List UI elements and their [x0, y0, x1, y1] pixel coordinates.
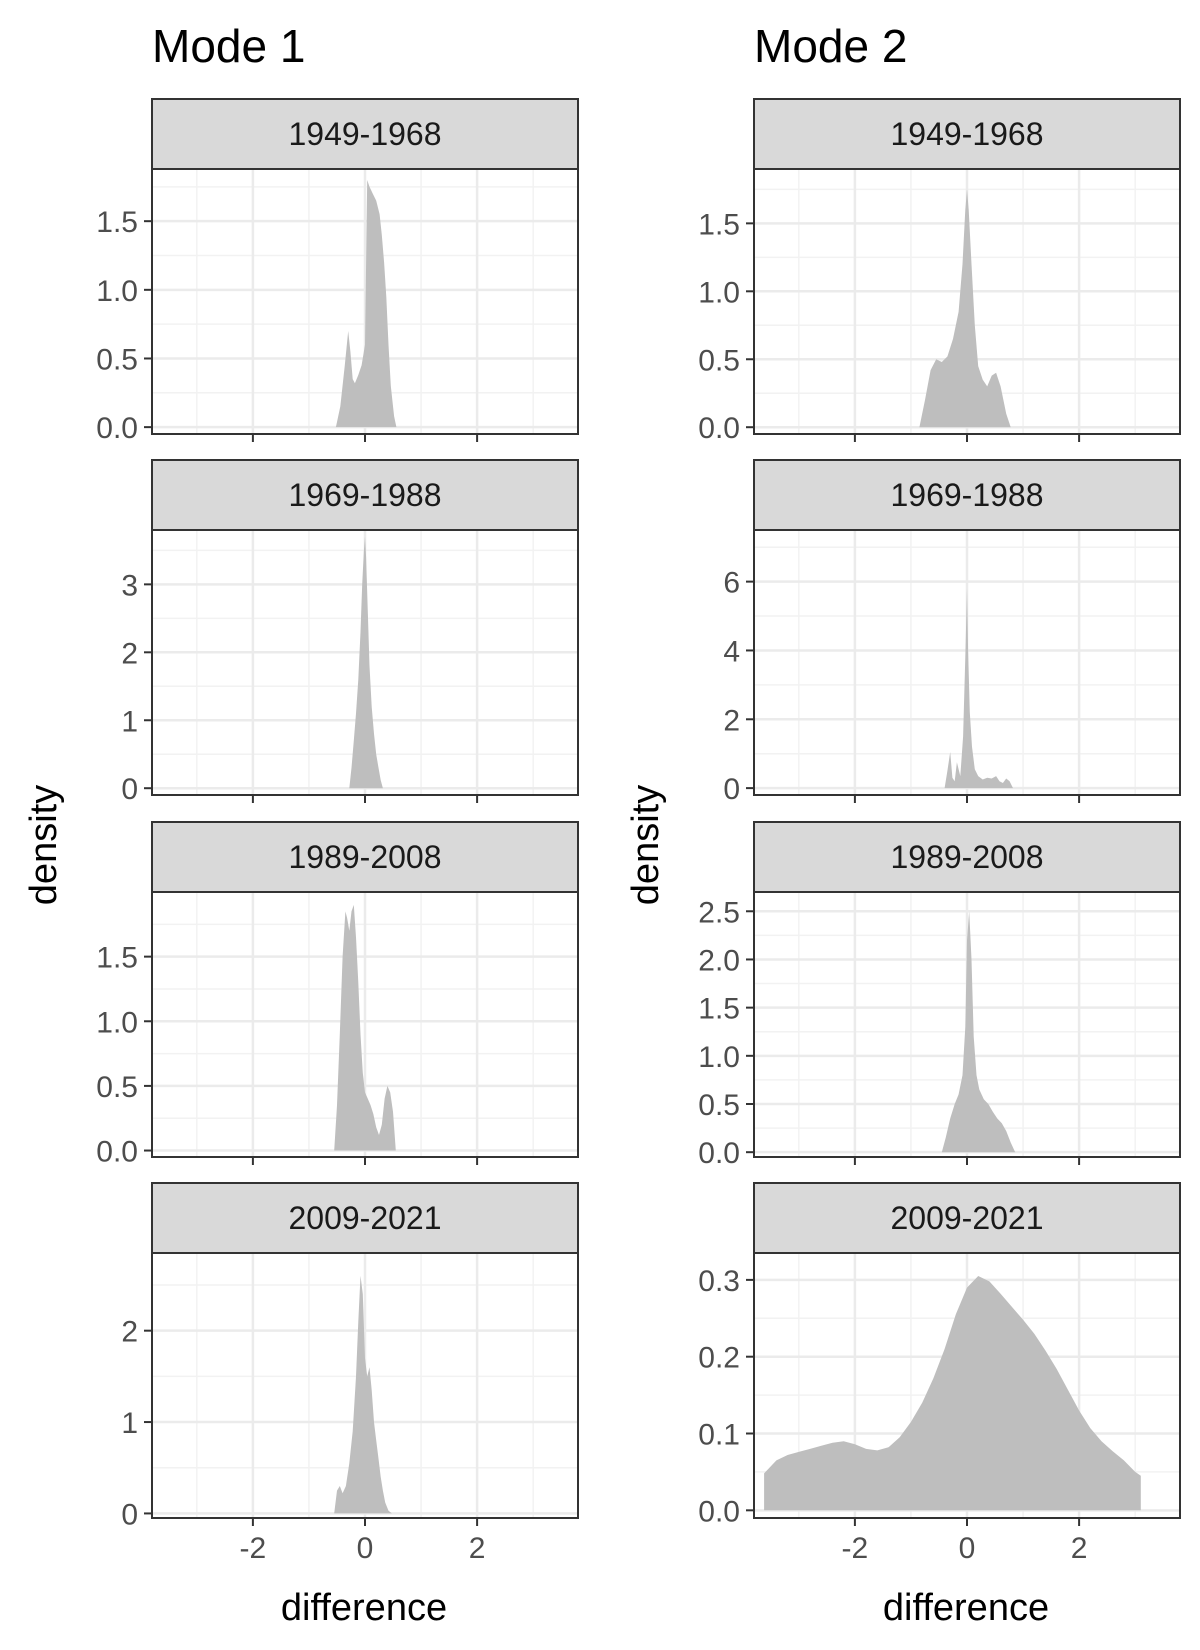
y-tick-label: 0.0: [698, 1495, 740, 1528]
x-tick-label: 2: [1071, 1532, 1088, 1565]
facet-strip-label: 1989-2008: [288, 839, 441, 875]
y-tick-label: 0.3: [698, 1265, 740, 1298]
y-tick-label: 0: [723, 773, 740, 806]
panel-mode-2-1949-1968: 1949-1968 0.0 0.5 1.0 1.5: [698, 98, 1181, 445]
y-tick-label: 2.5: [698, 896, 740, 929]
y-tick-label: 1.0: [96, 275, 138, 308]
y-tick-label: 0.5: [96, 343, 138, 376]
facet-strip-label: 2009-2021: [288, 1200, 441, 1236]
facet-strip-label: 1969-1988: [890, 477, 1043, 513]
x-tick-label: -2: [842, 1532, 869, 1565]
y-tick-label: 4: [723, 635, 740, 668]
facet-strip: [151, 459, 579, 531]
y-tick-label: 0.5: [698, 1089, 740, 1122]
y-tick-label: 3: [121, 569, 138, 602]
y-tick-label: 0.0: [96, 412, 138, 445]
y-tick-label: 1.5: [96, 942, 138, 975]
y-tick-label: 1.0: [698, 1041, 740, 1074]
density-area: [919, 189, 1011, 428]
facet-strip: [151, 1182, 579, 1254]
panel-mode-1-1989-2008: 1989-2008 0.0 0.5 1.0 1.5: [96, 821, 579, 1169]
facet-strip: [753, 459, 1181, 531]
y-tick-label: 0.1: [698, 1419, 740, 1452]
y-tick-label: 0.0: [96, 1136, 138, 1169]
y-tick-label: 1: [121, 705, 138, 738]
x-tick-label: 0: [357, 1532, 374, 1565]
mode-1-title: Mode 1: [152, 20, 305, 72]
y-tick-label: 1.0: [96, 1006, 138, 1039]
facet-strip: [753, 821, 1181, 893]
facet-strip: [151, 821, 579, 893]
x-tick-label: -2: [240, 1532, 267, 1565]
panel-mode-1-2009-2021: 2009-2021 0 1 2 -2 0 2: [121, 1182, 579, 1565]
mode-2-y-axis-title: density: [625, 785, 667, 905]
facet-strip: [151, 98, 579, 170]
mode-2-title: Mode 2: [754, 20, 907, 72]
panel-mode-2-1989-2008: 1989-2008 0.0 0.5 1.0 1.5 2.0 2.5: [698, 821, 1181, 1170]
y-tick-label: 1.5: [698, 208, 740, 241]
mode-1-y-axis-title: density: [23, 785, 65, 905]
y-tick-label: 1.0: [698, 276, 740, 309]
facet-strip-label: 2009-2021: [890, 1200, 1043, 1236]
facet-strip: [753, 1182, 1181, 1254]
facet-strip-label: 1969-1988: [288, 477, 441, 513]
panels-layer: 1949-1968 0.0 0.5 1.0 1.5 1969-1988 0 1 2 3 1989-2…: [96, 98, 1181, 1565]
y-tick-label: 2: [723, 704, 740, 737]
mode-1-x-axis-title: difference: [281, 1587, 447, 1629]
y-tick-label: 0: [121, 773, 138, 806]
y-tick-label: 0.5: [698, 344, 740, 377]
density-area: [334, 1275, 392, 1514]
density-area: [764, 1276, 1141, 1511]
y-tick-label: 0.0: [698, 1137, 740, 1170]
facet-strip-label: 1989-2008: [890, 839, 1043, 875]
density-area: [334, 904, 396, 1151]
y-tick-label: 1: [121, 1407, 138, 1440]
y-tick-label: 2: [121, 1316, 138, 1349]
y-tick-label: 0.2: [698, 1342, 740, 1375]
x-tick-label: 0: [959, 1532, 976, 1565]
y-tick-label: 2.0: [698, 944, 740, 977]
facet-strip-label: 1949-1968: [890, 116, 1043, 152]
density-area: [944, 588, 1013, 789]
density-area: [349, 536, 383, 789]
y-tick-label: 1.5: [698, 993, 740, 1026]
y-tick-label: 1.5: [96, 206, 138, 239]
mode-2-x-axis-title: difference: [883, 1587, 1049, 1629]
density-area: [335, 180, 397, 428]
y-tick-label: 0.0: [698, 412, 740, 445]
facet-strip-label: 1949-1968: [288, 116, 441, 152]
y-tick-label: 2: [121, 637, 138, 670]
panel-mode-2-1969-1988: 1969-1988 0 2 4 6: [723, 459, 1181, 806]
panel-mode-2-2009-2021: 2009-2021 0.0 0.1 0.2 0.3 -2 0 2: [698, 1182, 1181, 1565]
y-tick-label: 0: [121, 1498, 138, 1531]
x-tick-label: 2: [469, 1532, 486, 1565]
panel-mode-1-1949-1968: 1949-1968 0.0 0.5 1.0 1.5: [96, 98, 579, 445]
panel-mode-1-1969-1988: 1969-1988 0 1 2 3: [121, 459, 579, 806]
y-tick-label: 0.5: [96, 1071, 138, 1104]
density-area: [941, 911, 1016, 1153]
y-tick-label: 6: [723, 567, 740, 600]
